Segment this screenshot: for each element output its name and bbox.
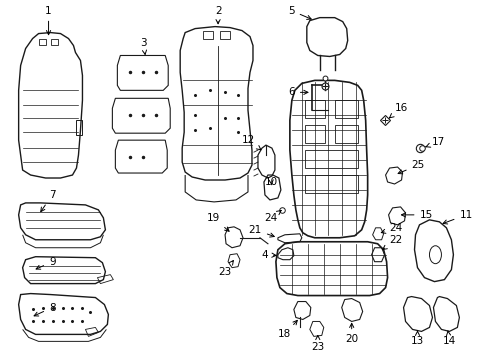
Text: 14: 14: [442, 331, 455, 346]
Text: 2: 2: [214, 6, 221, 24]
Text: 22: 22: [382, 235, 402, 249]
Text: 20: 20: [345, 323, 358, 345]
Text: 10: 10: [264, 177, 277, 187]
Text: 16: 16: [388, 103, 407, 118]
Text: 7: 7: [41, 190, 56, 212]
Text: 15: 15: [401, 210, 432, 220]
Text: 6: 6: [287, 87, 307, 97]
Text: 11: 11: [442, 210, 472, 224]
Text: 24: 24: [381, 223, 402, 233]
Text: 13: 13: [410, 331, 423, 346]
Text: 18: 18: [278, 320, 297, 339]
Text: 24: 24: [264, 211, 281, 223]
Text: 8: 8: [34, 302, 56, 316]
Text: 5: 5: [287, 6, 311, 19]
Text: 17: 17: [425, 137, 444, 147]
Text: 23: 23: [310, 336, 324, 352]
Text: 21: 21: [248, 225, 274, 237]
Text: 9: 9: [36, 257, 56, 269]
Text: 1: 1: [45, 6, 52, 35]
Text: 25: 25: [397, 160, 424, 174]
Text: 23: 23: [218, 261, 233, 276]
Text: 12: 12: [241, 135, 260, 150]
Text: 4: 4: [261, 250, 276, 260]
Text: 19: 19: [206, 213, 229, 231]
Text: 3: 3: [140, 37, 146, 54]
